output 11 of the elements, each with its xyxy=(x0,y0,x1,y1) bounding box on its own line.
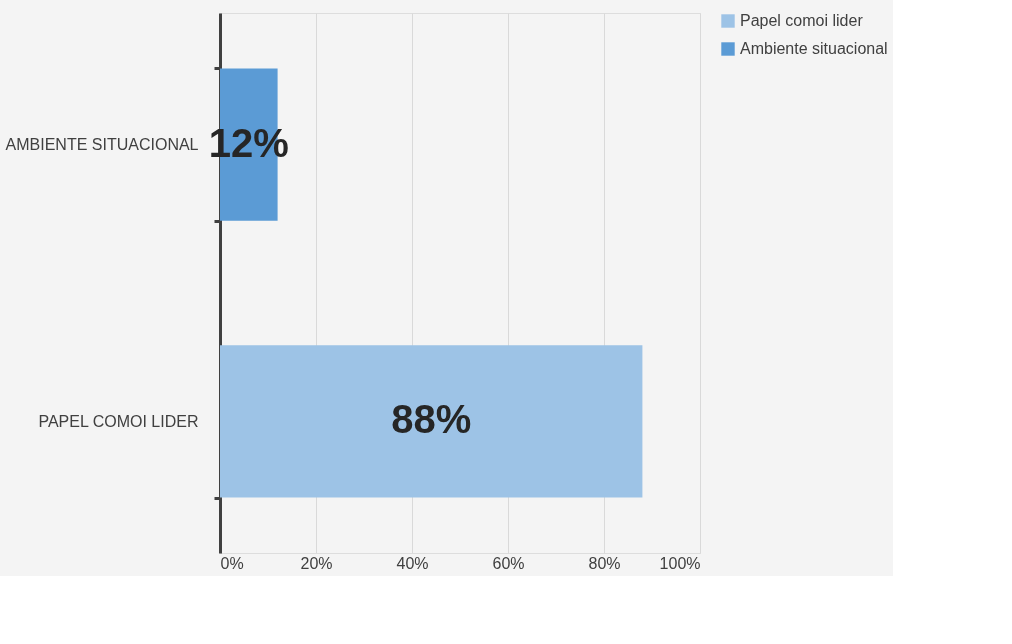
x-tick-label: 100% xyxy=(659,554,701,572)
y-tick-label: AMBIENTE SITUACIONAL xyxy=(5,136,199,154)
x-tick-label: 40% xyxy=(396,554,429,572)
legend-label: Ambiente situacional xyxy=(740,40,888,57)
legend-label: Papel comoi lider xyxy=(740,12,864,29)
x-tick-label: 20% xyxy=(300,554,333,572)
x-tick-label: 60% xyxy=(492,554,525,572)
data-label: 88% xyxy=(391,397,472,442)
x-tick-label: 80% xyxy=(588,554,621,572)
y-tick-label: PAPEL COMOI LIDER xyxy=(38,412,199,430)
x-tick-label: 0% xyxy=(220,554,244,572)
